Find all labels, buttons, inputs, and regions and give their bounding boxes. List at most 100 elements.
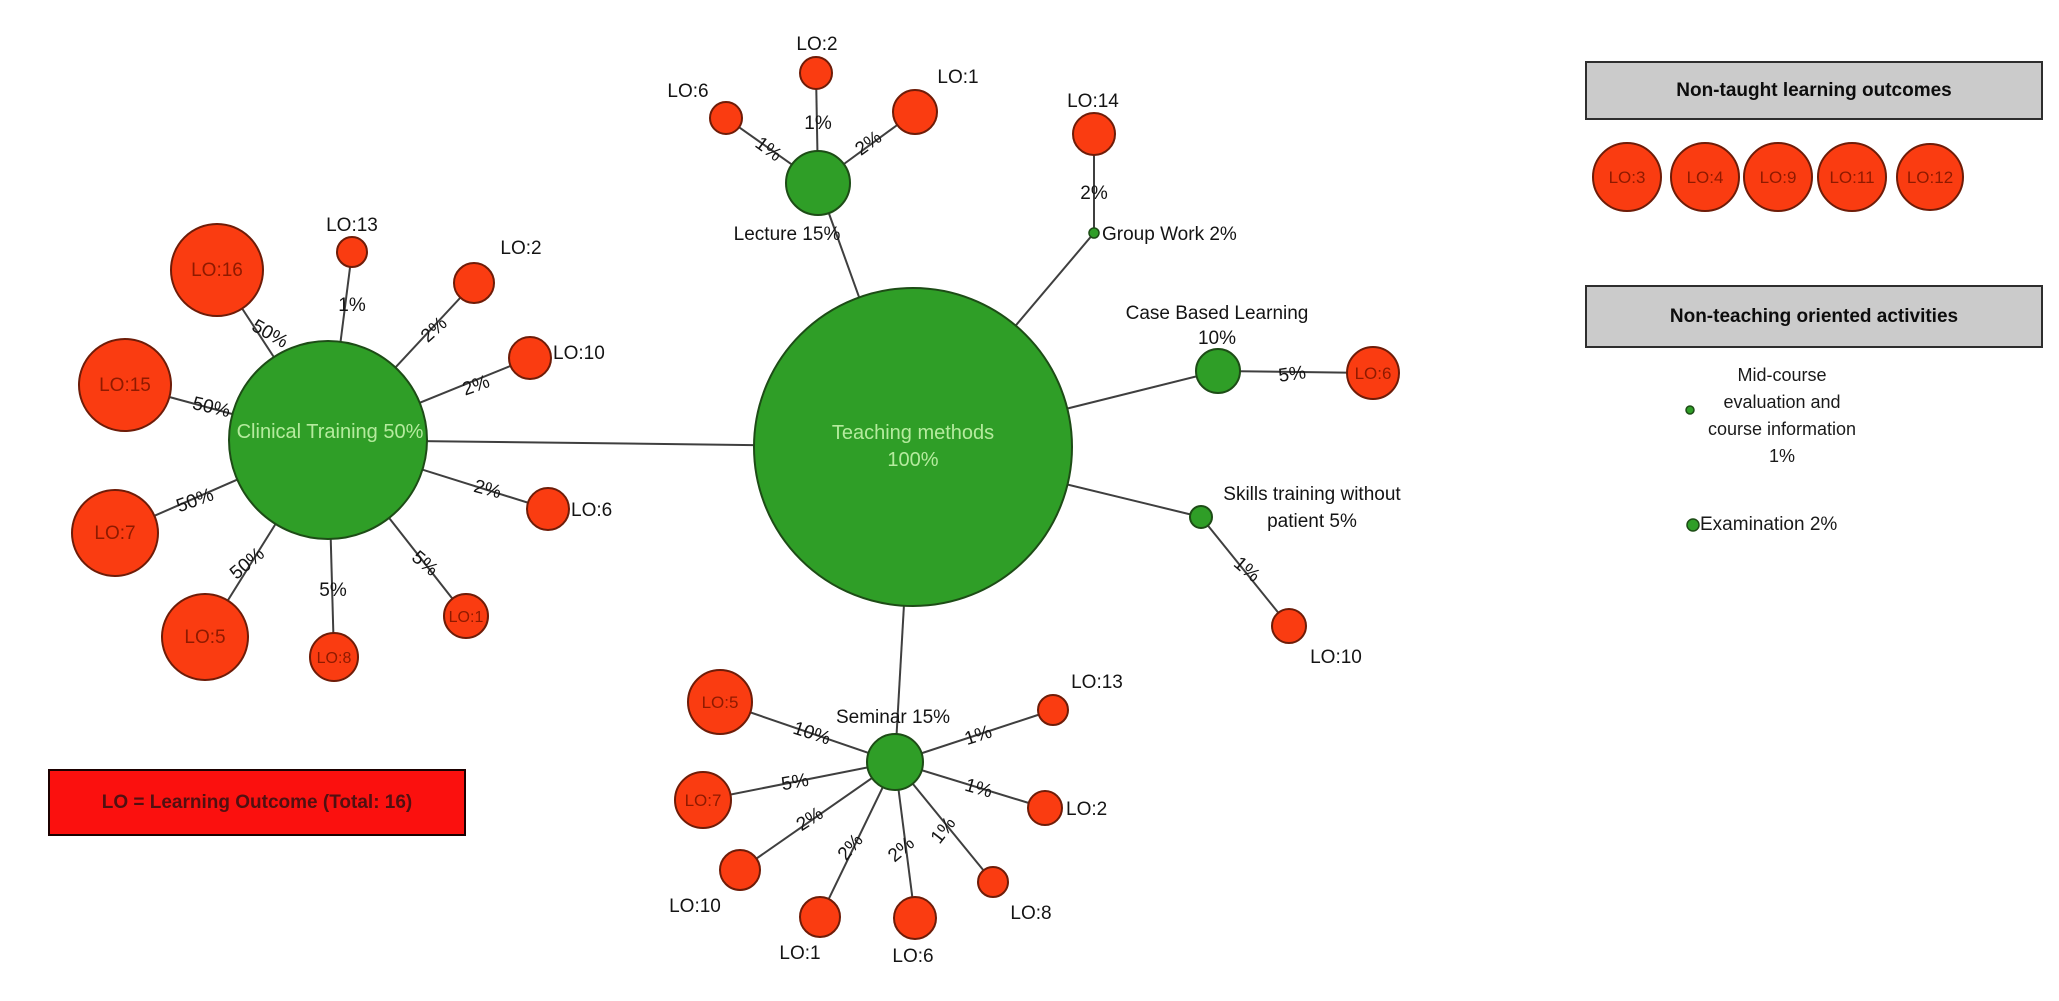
node-label-lg_lo11: LO:11 [1829,168,1874,187]
node-cb_lo6 [1346,346,1400,400]
node-casebased [1195,348,1241,394]
activity-mid-course-line-2: evaluation and [1723,392,1841,412]
node-label-cl_lo15: LO:15 [99,375,151,396]
node-cl_lo13 [336,236,368,268]
legend-non-teaching-header: Non-teaching oriented activities [1585,285,2043,348]
node-cl_lo1 [443,593,489,639]
node-label-sem_lo10: LO:10 [669,896,721,917]
edge-label-seminar-sem_lo8: 1% [927,813,961,848]
node-label-lg_lo9: LO:9 [1760,168,1797,187]
node-lec_lo6 [709,101,743,135]
node-seminar [866,733,924,791]
node-cl_lo7 [71,489,159,577]
edge-label-seminar-sem_lo2: 1% [962,775,994,803]
node-lec_lo2 [799,56,833,90]
edge-label-groupwork-lo14: 2% [1080,183,1108,204]
node-cl_lo15 [78,338,172,432]
node-label-sem_lo5: LO:5 [702,693,739,712]
lo-note-text: LO = Learning Outcome (Total: 16) [101,791,413,813]
node-label-skills: Skills training without patient 5% [1223,484,1401,532]
node-label-sem_lo7: LO:7 [685,791,722,810]
activity-mid-course-line-1: Mid-course [1737,365,1827,385]
edge-label-seminar-sem_lo7: 5% [780,770,811,795]
node-lg_lo9 [1743,142,1813,212]
node-cl_lo8 [309,632,359,682]
node-lg_lo12 [1896,143,1964,211]
node-label-lec_lo2: LO:2 [796,34,837,55]
node-cl_lo10 [508,336,552,380]
legend-non-teaching-title: Non-teaching oriented activities [1669,305,1959,327]
node-label-lec_lo1: LO:1 [937,67,978,88]
node-label-sem_lo6: LO:6 [892,946,933,967]
activity-examination: Examination 2% [1700,514,1838,535]
node-teaching [753,287,1073,607]
node-label-sem_lo8: LO:8 [1010,903,1051,924]
node-label-clinical: Clinical Training 50% [237,421,424,443]
node-label-teaching: Teaching methods 100% [832,422,994,471]
edge-label-seminar-sem_lo5: 10% [790,718,833,750]
edge-label-seminar-sem_lo1: 2% [834,830,868,865]
node-skills [1189,505,1213,529]
node-sk_lo10 [1271,608,1307,644]
edge-label-clinical-cl_lo8: 5% [319,580,347,601]
lo-note-box: LO = Learning Outcome (Total: 16) [48,769,466,836]
node-cl_lo5 [161,593,249,681]
node-cl_lo2 [453,262,495,304]
node-sem_lo2 [1027,790,1063,826]
node-label-cl_lo7: LO:7 [94,523,135,544]
node-label-lg_lo3: LO:3 [1609,168,1646,187]
node-label-cl_lo5: LO:5 [184,627,225,648]
node-sem_lo13 [1037,694,1069,726]
node-label-groupwork: Group Work 2% [1102,224,1237,245]
node-dot_exam [1686,518,1700,532]
edge-label-clinical-cl_lo15: 50% [190,393,232,422]
activity-mid-course-line-3: course information [1707,419,1857,439]
node-label-cl_lo1: LO:1 [449,609,484,626]
edge-label-clinical-cl_lo16: 50% [248,316,292,353]
edge-skills-sk_lo10 [1200,516,1290,627]
node-label-lec_lo6: LO:6 [667,81,708,102]
node-sem_lo10 [719,849,761,891]
edge-label-clinical-cl_lo13: 1% [338,295,366,316]
node-label-cl_lo16: LO:16 [191,260,243,281]
node-clinical [228,340,428,540]
edge-label-lecture-lec_lo6: 1% [751,133,786,166]
edge-label-casebased-cb_lo6: 5% [1277,362,1307,387]
edge-label-seminar-sem_lo6: 2% [884,833,919,867]
edge-label-clinical-cl_lo5: 50% [226,543,269,584]
node-label-lo14: LO:14 [1067,91,1119,112]
node-lg_lo4 [1670,142,1740,212]
node-sem_lo7 [674,771,732,829]
node-label-cl_lo2: LO:2 [500,238,541,259]
activity-mid-course-line-4: 1% [1768,446,1795,466]
node-sem_lo1 [799,896,841,938]
node-label-lg_lo12: LO:12 [1907,168,1953,187]
node-label-cl_lo8: LO:8 [317,650,352,667]
node-lecture [785,150,851,216]
node-label-cl_lo6: LO:6 [571,500,612,521]
node-label-lecture: Lecture 15% [734,224,841,245]
node-lg_lo3 [1592,142,1662,212]
node-label-sk_lo10: LO:10 [1310,647,1362,668]
node-label-sem_lo1: LO:1 [779,943,820,964]
edge-seminar-sem_lo10 [739,761,896,871]
node-sem_lo5 [687,669,753,735]
edge-label-seminar-sem_lo13: 1% [962,722,995,750]
node-cl_lo6 [526,487,570,531]
edge-label-clinical-cl_lo7: 50% [174,484,217,517]
node-label-seminar: Seminar 15% [836,707,950,728]
legend-non-taught-title: Non-taught learning outcomes [1676,79,1952,101]
node-label-cl_lo13: LO:13 [326,215,378,236]
edge-label-clinical-cl_lo6: 2% [471,476,503,503]
edge-label-clinical-cl_lo2: 2% [417,313,452,347]
node-lo14 [1072,112,1116,156]
node-groupwork [1088,227,1100,239]
node-lg_lo11 [1817,142,1887,212]
node-lec_lo1 [892,89,938,135]
node-label-cl_lo10: LO:10 [553,343,605,364]
edge-label-clinical-cl_lo1: 5% [407,547,442,581]
edge-seminar-sem_lo7 [702,761,896,801]
legend-non-taught-header: Non-taught learning outcomes [1585,61,2043,120]
